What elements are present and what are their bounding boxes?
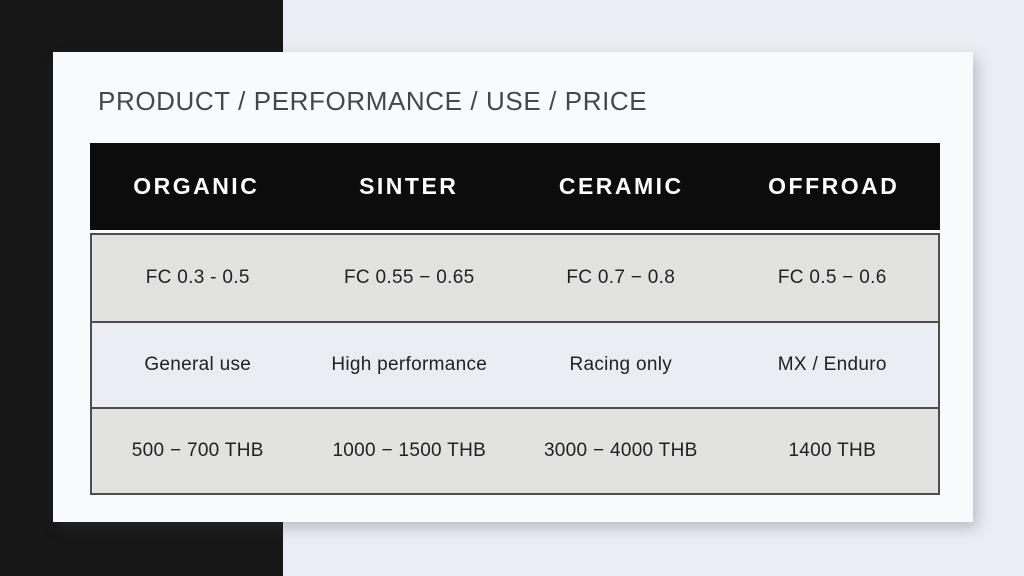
cell-friction-ceramic: FC 0.7 − 0.8 [566,267,676,288]
table-row-price: 500 − 700 THB 1000 − 1500 THB 3000 − 400… [92,407,938,493]
column-header-organic: ORGANIC [133,173,260,199]
page-title: PRODUCT / PERFORMANCE / USE / PRICE [98,86,648,116]
cell-use-ceramic: Racing only [569,354,673,375]
slide-card: PRODUCT / PERFORMANCE / USE / PRICE ORGA… [53,52,973,522]
table-body: FC 0.3 - 0.5 FC 0.55 − 0.65 FC 0.7 − 0.8… [90,233,940,495]
column-header-offroad: OFFROAD [768,173,900,199]
product-comparison-table: ORGANIC SINTER CERAMIC OFFROAD FC 0.3 - … [90,143,940,495]
cell-use-sinter: High performance [331,354,488,375]
table-row-friction-coefficient: FC 0.3 - 0.5 FC 0.55 − 0.65 FC 0.7 − 0.8… [92,235,938,321]
cell-friction-offroad: FC 0.5 − 0.6 [777,267,887,288]
cell-friction-sinter: FC 0.55 − 0.65 [344,267,475,288]
cell-price-organic: 500 − 700 THB [131,440,264,461]
cell-friction-organic: FC 0.3 - 0.5 [145,267,250,288]
cell-price-ceramic: 3000 − 4000 THB [543,440,698,461]
cell-price-offroad: 1400 THB [788,440,877,461]
column-header-ceramic: CERAMIC [558,173,684,199]
cell-price-sinter: 1000 − 1500 THB [332,440,487,461]
table-header-row: ORGANIC SINTER CERAMIC OFFROAD [90,143,940,230]
cell-use-organic: General use [144,354,252,375]
column-header-sinter: SINTER [359,173,459,199]
table-row-use: General use High performance Racing only… [92,321,938,407]
cell-use-offroad: MX / Enduro [777,354,887,375]
